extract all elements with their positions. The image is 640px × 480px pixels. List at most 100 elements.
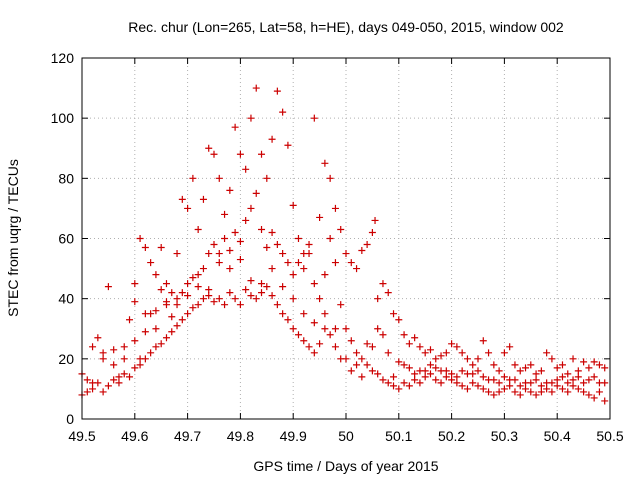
data-point xyxy=(574,373,582,381)
data-point xyxy=(448,370,456,378)
data-point xyxy=(384,349,392,357)
y-tick-label: 100 xyxy=(51,110,75,126)
data-point xyxy=(458,367,466,375)
data-point xyxy=(289,295,297,303)
data-point xyxy=(601,364,609,372)
data-point xyxy=(168,328,176,336)
data-point xyxy=(532,370,540,378)
data-point xyxy=(479,385,487,393)
data-point xyxy=(580,379,588,387)
data-point xyxy=(263,283,271,291)
data-point xyxy=(411,370,419,378)
y-tick-label: 120 xyxy=(51,50,75,66)
data-point xyxy=(305,241,313,249)
data-point xyxy=(574,367,582,375)
data-point xyxy=(189,274,197,282)
data-point xyxy=(221,301,229,309)
data-point xyxy=(558,385,566,393)
data-point xyxy=(558,361,566,369)
data-point xyxy=(564,370,572,378)
data-point xyxy=(426,361,434,369)
data-point xyxy=(337,301,345,309)
data-point xyxy=(162,334,170,342)
data-point xyxy=(390,310,398,318)
data-point xyxy=(310,319,318,327)
data-point xyxy=(178,195,186,203)
data-point xyxy=(506,376,514,384)
data-point xyxy=(564,388,572,396)
data-point xyxy=(210,150,218,158)
data-point xyxy=(590,358,598,366)
data-point xyxy=(374,370,382,378)
data-point xyxy=(368,367,376,375)
data-point xyxy=(321,310,329,318)
data-point xyxy=(284,316,292,324)
data-point xyxy=(178,316,186,324)
data-point xyxy=(104,382,112,390)
data-point xyxy=(199,265,207,273)
data-point xyxy=(279,283,287,291)
x-axis-label: GPS time / Days of year 2015 xyxy=(253,458,438,474)
data-point xyxy=(442,349,450,357)
data-point xyxy=(263,244,271,252)
data-point xyxy=(405,364,413,372)
x-tick-label: 49.7 xyxy=(174,428,201,444)
data-point xyxy=(395,316,403,324)
data-point xyxy=(242,216,250,224)
data-point xyxy=(252,189,260,197)
data-point xyxy=(94,334,102,342)
data-point xyxy=(268,228,276,236)
data-point xyxy=(273,241,281,249)
data-point xyxy=(405,382,413,390)
data-point xyxy=(479,373,487,381)
data-point xyxy=(316,295,324,303)
data-point xyxy=(104,283,112,291)
y-tick-label: 40 xyxy=(58,291,74,307)
data-point xyxy=(83,388,91,396)
x-tick-label: 49.8 xyxy=(227,428,254,444)
data-point xyxy=(236,301,244,309)
data-point xyxy=(390,382,398,390)
data-point xyxy=(205,250,213,258)
data-point xyxy=(279,108,287,116)
data-point xyxy=(268,292,276,300)
data-point xyxy=(152,325,160,333)
plot-frame xyxy=(81,57,611,420)
data-point xyxy=(463,385,471,393)
data-point xyxy=(258,289,266,297)
data-point xyxy=(173,322,181,330)
x-tick-label: 50.3 xyxy=(491,428,518,444)
data-point xyxy=(358,355,366,363)
data-point xyxy=(574,385,582,393)
data-point xyxy=(215,174,223,182)
data-point xyxy=(189,174,197,182)
data-point xyxy=(162,298,170,306)
data-point xyxy=(236,150,244,158)
data-point xyxy=(221,235,229,242)
data-point xyxy=(194,283,202,291)
data-point xyxy=(226,265,234,273)
data-point xyxy=(89,385,97,393)
data-point xyxy=(115,379,123,387)
data-point xyxy=(178,289,186,297)
data-point xyxy=(585,364,593,372)
data-point xyxy=(347,259,355,267)
data-point xyxy=(184,310,192,318)
data-point xyxy=(500,385,508,393)
data-point xyxy=(469,379,477,387)
data-point xyxy=(215,295,223,303)
data-point xyxy=(115,373,123,381)
data-point xyxy=(516,382,524,390)
data-point xyxy=(595,361,603,369)
data-point xyxy=(426,370,434,378)
data-point xyxy=(601,397,609,405)
data-point xyxy=(437,379,445,387)
data-point xyxy=(421,367,429,375)
data-point xyxy=(580,358,588,366)
data-point xyxy=(453,379,461,387)
data-point xyxy=(321,159,329,167)
data-point xyxy=(347,337,355,345)
data-point xyxy=(442,367,450,375)
data-point xyxy=(157,244,165,252)
